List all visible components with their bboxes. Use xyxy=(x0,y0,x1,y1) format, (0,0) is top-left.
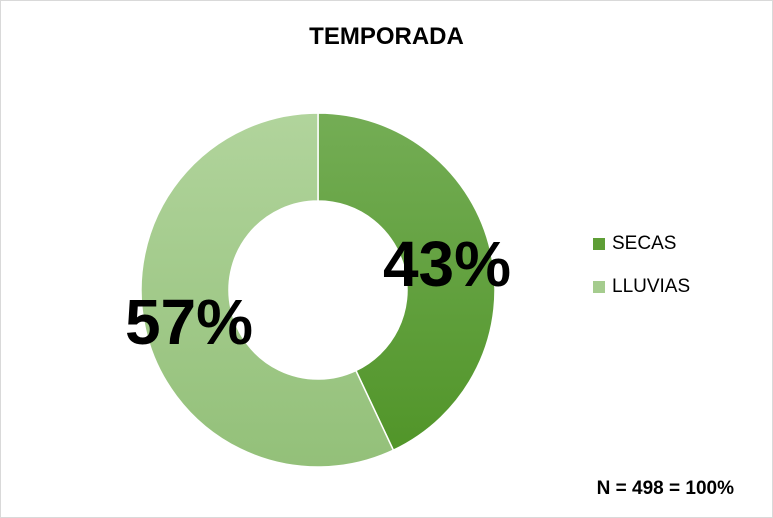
chart-legend: SECAS LLUVIAS xyxy=(593,233,690,319)
slice-label-secas: 43% xyxy=(383,228,511,300)
chart-title: TEMPORADA xyxy=(309,23,464,50)
legend-item-lluvias: LLUVIAS xyxy=(593,276,690,298)
slice-label-lluvias: 57% xyxy=(125,286,253,358)
legend-swatch-lluvias xyxy=(593,281,605,293)
legend-label-secas: SECAS xyxy=(612,233,677,254)
donut-slice-lluvias xyxy=(140,112,395,468)
legend-label-lluvias: LLUVIAS xyxy=(612,276,691,297)
sample-size-note: N = 498 = 100% xyxy=(596,478,734,499)
legend-item-secas: SECAS xyxy=(593,233,690,255)
legend-swatch-secas xyxy=(593,238,605,250)
donut-slice-secas xyxy=(317,112,496,452)
